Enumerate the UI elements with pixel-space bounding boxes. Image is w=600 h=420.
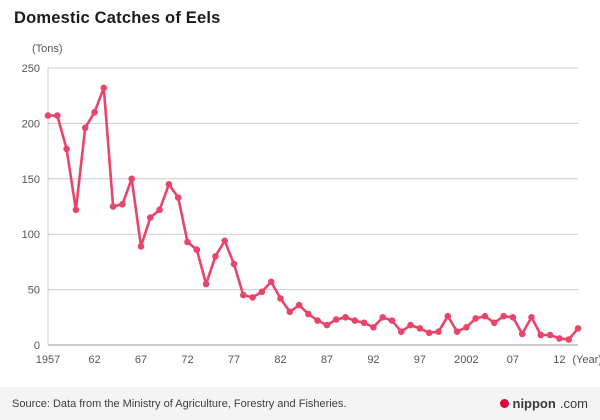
x-tick-label: 82	[274, 354, 286, 366]
y-tick-label: 200	[22, 118, 40, 130]
data-point	[286, 308, 294, 316]
data-point	[342, 314, 349, 321]
data-point	[574, 325, 582, 332]
data-point	[305, 310, 312, 318]
data-point	[556, 335, 563, 342]
eel-catch-chart-svg: 0 50 100 150 200 250 (Tons) 1957 62 67 72 77 82 87 92 9…	[22, 43, 600, 366]
data-point	[388, 317, 396, 324]
data-point	[54, 112, 61, 119]
data-point	[416, 325, 424, 332]
y-tick-label: 100	[22, 229, 40, 241]
data-point	[509, 314, 517, 321]
data-point	[109, 203, 117, 210]
logo-text-suffix: .com	[559, 396, 588, 411]
footer: Source: Data from the Ministry of Agricu…	[0, 387, 600, 420]
x-tick-label: 92	[367, 354, 379, 366]
data-point	[202, 280, 210, 288]
data-point	[407, 321, 414, 329]
x-tick-label: 12	[553, 354, 565, 366]
data-point	[379, 314, 387, 321]
data-point	[481, 312, 489, 320]
data-point	[398, 328, 405, 336]
data-point	[63, 145, 70, 153]
x-tick-label: 72	[181, 354, 193, 366]
y-tick-label: 50	[28, 285, 40, 297]
data-point	[546, 331, 554, 339]
data-point	[267, 278, 275, 286]
data-point	[91, 109, 98, 116]
data-point	[314, 317, 321, 324]
data-point	[147, 214, 154, 221]
y-tick-label: 150	[22, 174, 40, 186]
data-point	[500, 312, 507, 320]
data-point	[249, 294, 256, 301]
data-point	[277, 295, 284, 302]
x-tick-label: 77	[228, 354, 240, 366]
data-point	[360, 319, 368, 327]
x-tick-label: 67	[135, 354, 147, 366]
data-point	[156, 206, 163, 214]
data-point	[212, 253, 219, 260]
data-point	[44, 112, 52, 119]
data-point	[518, 330, 526, 338]
data-point	[528, 314, 535, 321]
data-point	[491, 319, 498, 327]
x-tick-label: 07	[507, 354, 519, 366]
y-axis-unit-label: (Tons)	[32, 43, 63, 55]
data-point	[193, 246, 201, 253]
data-point	[295, 301, 303, 309]
eel-catch-line	[46, 86, 580, 341]
data-point	[453, 328, 461, 336]
page-title: Domestic Catches of Eels	[14, 9, 221, 27]
y-tick-label: 0	[34, 340, 40, 352]
data-point	[119, 201, 126, 208]
data-point	[370, 324, 377, 331]
data-point	[463, 324, 470, 331]
data-point	[240, 291, 247, 299]
x-tick-label: 97	[414, 354, 426, 366]
data-point	[100, 84, 108, 92]
data-point	[444, 312, 452, 320]
data-point	[258, 288, 266, 296]
data-point	[221, 237, 228, 245]
chart-area: 0 50 100 150 200 250 (Tons) 1957 62 67 72 77 82 87 92 9…	[0, 40, 600, 380]
logo-red-dot-icon	[499, 399, 509, 408]
data-point	[323, 321, 331, 329]
data-point	[81, 124, 89, 132]
x-tick-label: 62	[88, 354, 100, 366]
data-point	[435, 328, 442, 336]
data-point	[230, 260, 238, 268]
data-point	[165, 181, 173, 188]
x-tick-label: 2002	[454, 354, 478, 366]
data-point	[537, 331, 545, 339]
nippon-com-logo[interactable]: nippon .com	[499, 396, 588, 411]
y-tick-label: 250	[22, 63, 40, 75]
data-point	[425, 329, 433, 337]
logo-text-bold: nippon	[512, 396, 556, 411]
data-point	[565, 336, 572, 343]
data-point	[72, 206, 80, 214]
data-point	[332, 316, 340, 323]
data-point	[137, 243, 145, 250]
source-text: Source: Data from the Ministry of Agricu…	[12, 397, 347, 410]
data-point	[174, 194, 182, 201]
data-point	[351, 317, 359, 324]
data-point	[128, 175, 135, 183]
x-tick-label: 1957	[36, 354, 60, 366]
data-point	[184, 238, 191, 246]
x-axis-unit-label: (Year)	[572, 354, 600, 366]
data-point	[472, 315, 480, 322]
x-tick-label: 87	[321, 354, 333, 366]
